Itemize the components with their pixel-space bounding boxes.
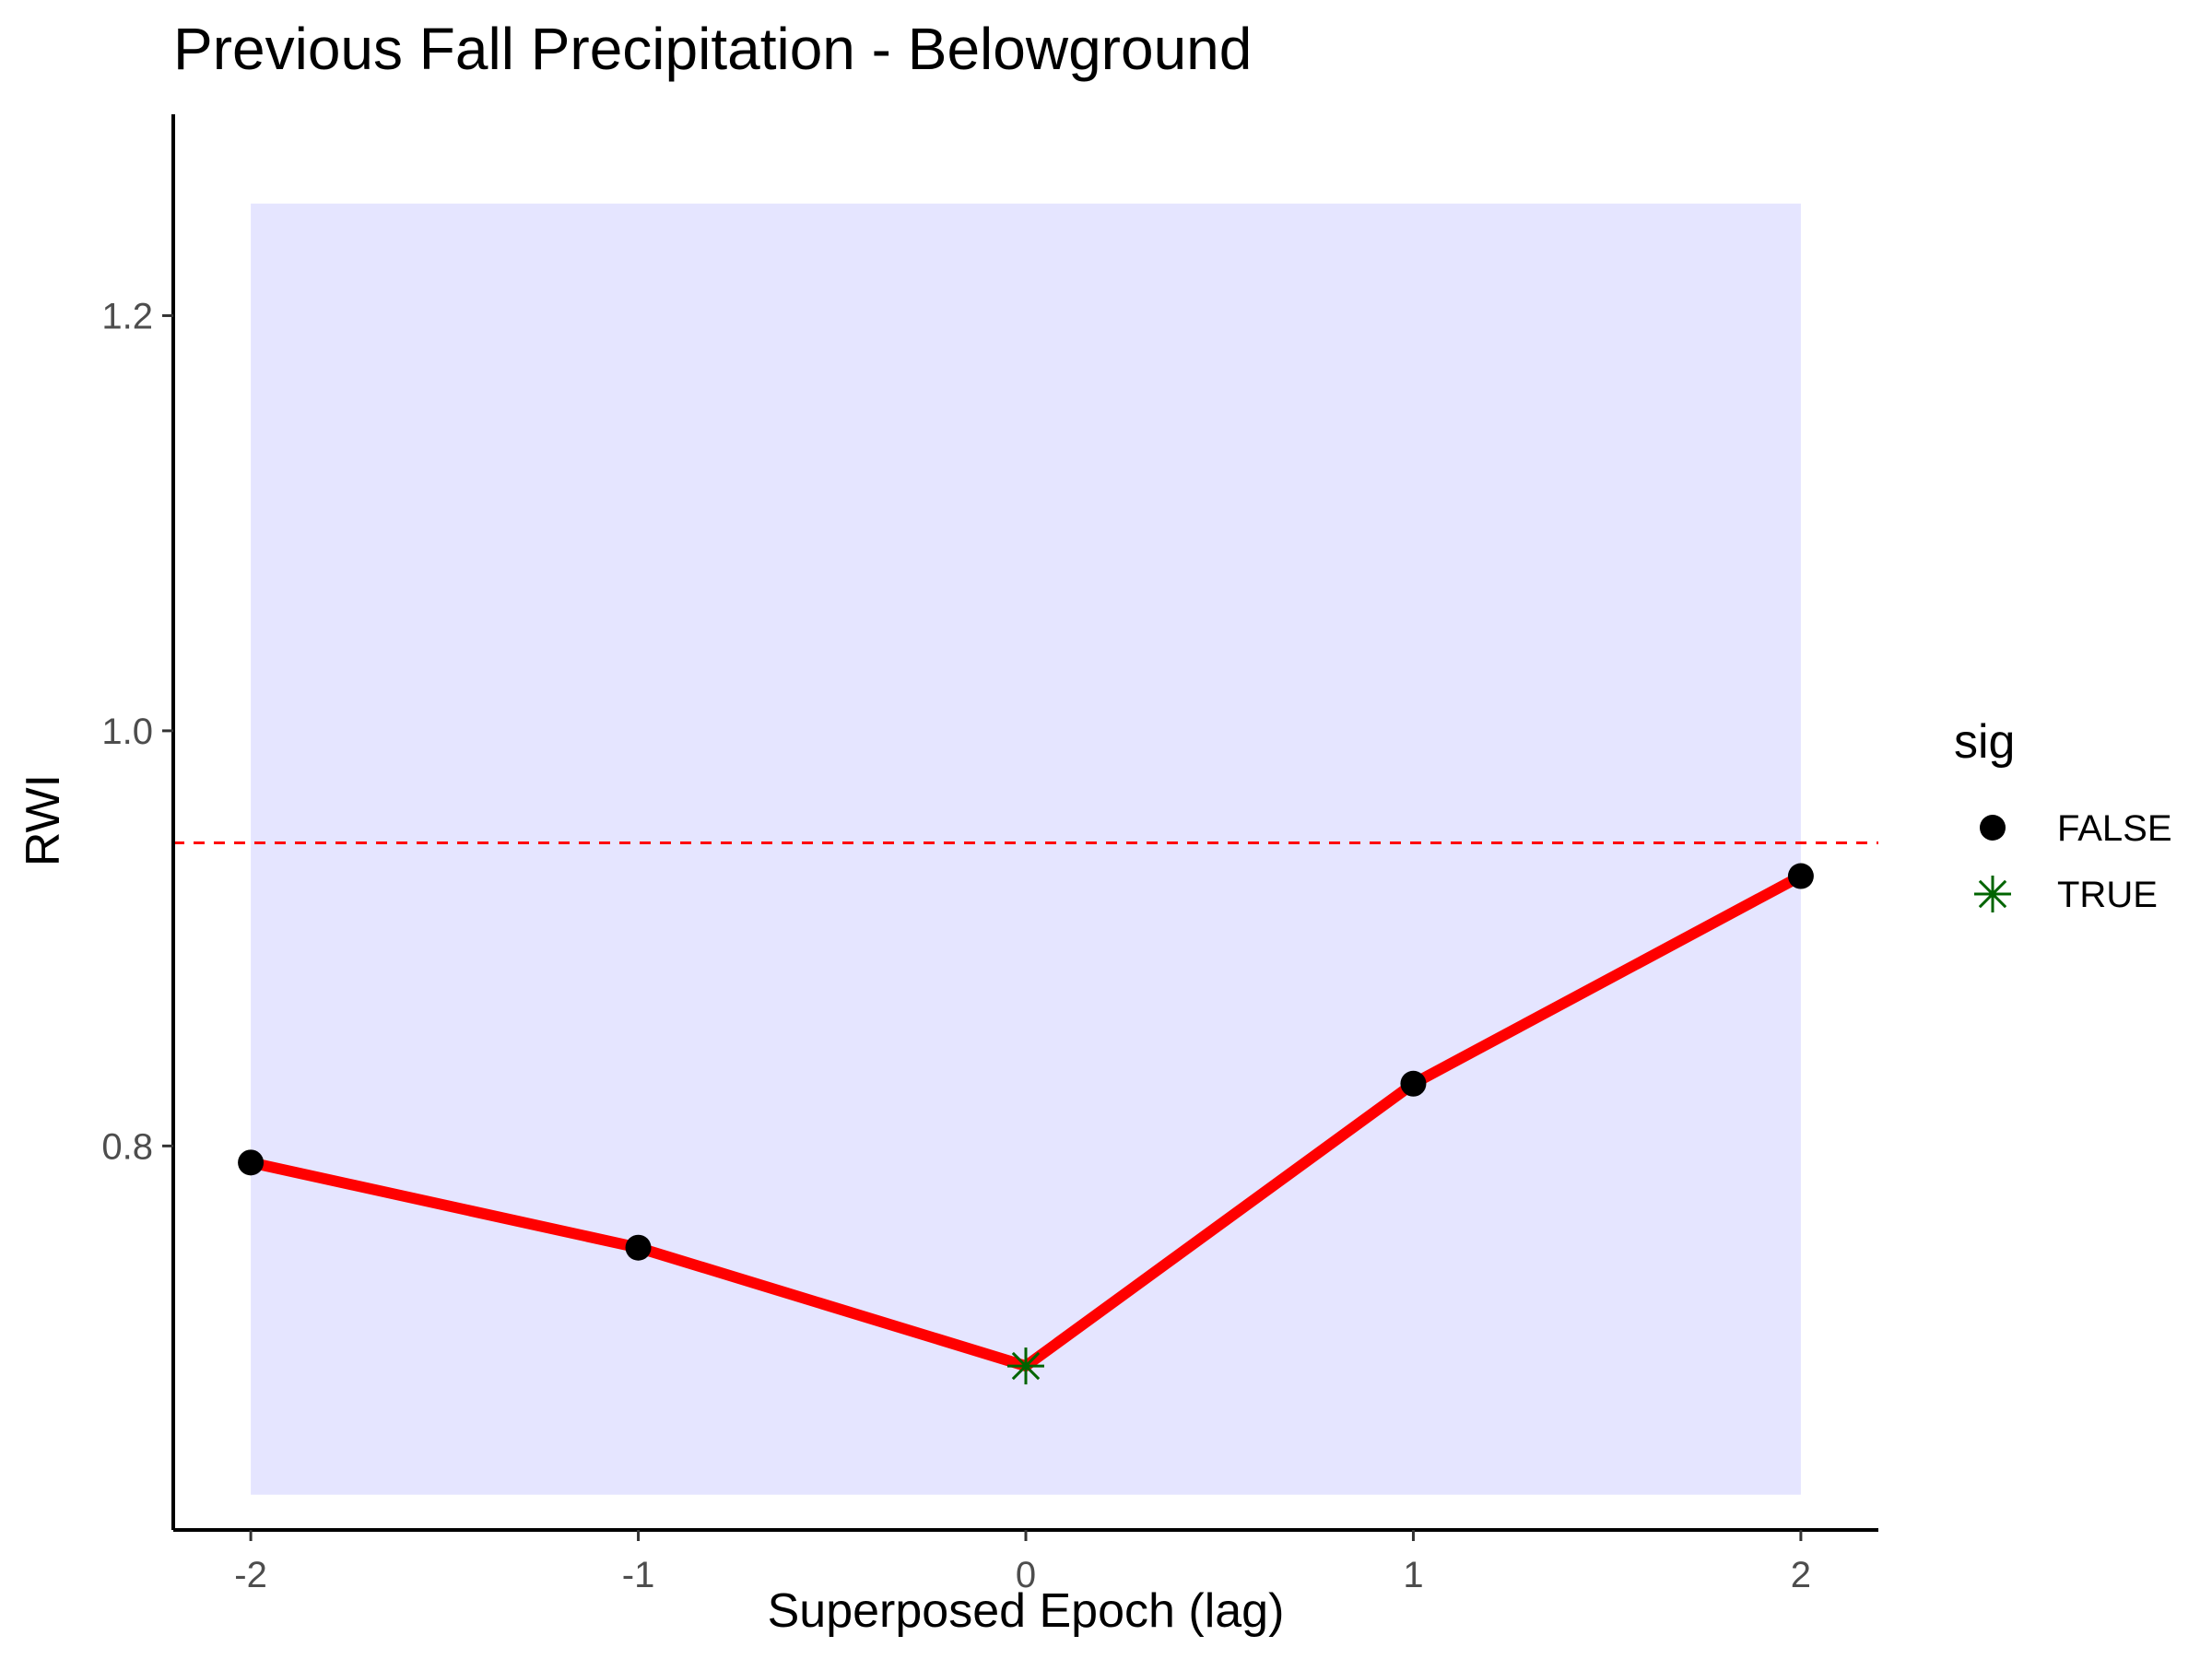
x-tick-label: 2 — [1791, 1555, 1811, 1595]
data-point-sig — [1007, 1347, 1044, 1385]
axes-layer: 0.8 1.0 1.2 -2 -1 0 1 2 — [101, 114, 1878, 1595]
y-tick-label: 0.8 — [101, 1126, 153, 1167]
legend-title: sig — [1954, 715, 2015, 769]
asterisk-stroke — [1978, 879, 2007, 909]
y-tick-label: 1.2 — [101, 296, 153, 336]
points-layer — [238, 863, 1814, 1385]
y-tick-label: 1.0 — [101, 712, 153, 752]
x-tick-label: -2 — [234, 1555, 267, 1595]
legend-label: FALSE — [2057, 808, 2172, 849]
data-point — [625, 1234, 652, 1261]
chart-title: Previous Fall Precipitation - Belowgroun… — [173, 16, 1252, 82]
data-point — [1400, 1070, 1427, 1097]
x-tick-label: 0 — [1016, 1555, 1036, 1595]
data-point — [238, 1149, 265, 1176]
x-axis-title: Superposed Epoch (lag) — [768, 1584, 1285, 1638]
legend-key-true — [1974, 876, 2011, 912]
data-point — [1787, 863, 1814, 889]
confidence-band-layer — [251, 203, 1801, 1495]
legend-label: TRUE — [2057, 875, 2158, 915]
legend-key-false — [1980, 815, 2006, 841]
legend: sig FALSE TRUE — [1954, 715, 2172, 915]
x-tick-label: -1 — [622, 1555, 655, 1595]
confidence-band — [251, 203, 1801, 1495]
x-tick-label: 1 — [1403, 1555, 1423, 1595]
asterisk-stroke — [1011, 1351, 1041, 1381]
y-axis-title: RWI — [17, 774, 70, 866]
